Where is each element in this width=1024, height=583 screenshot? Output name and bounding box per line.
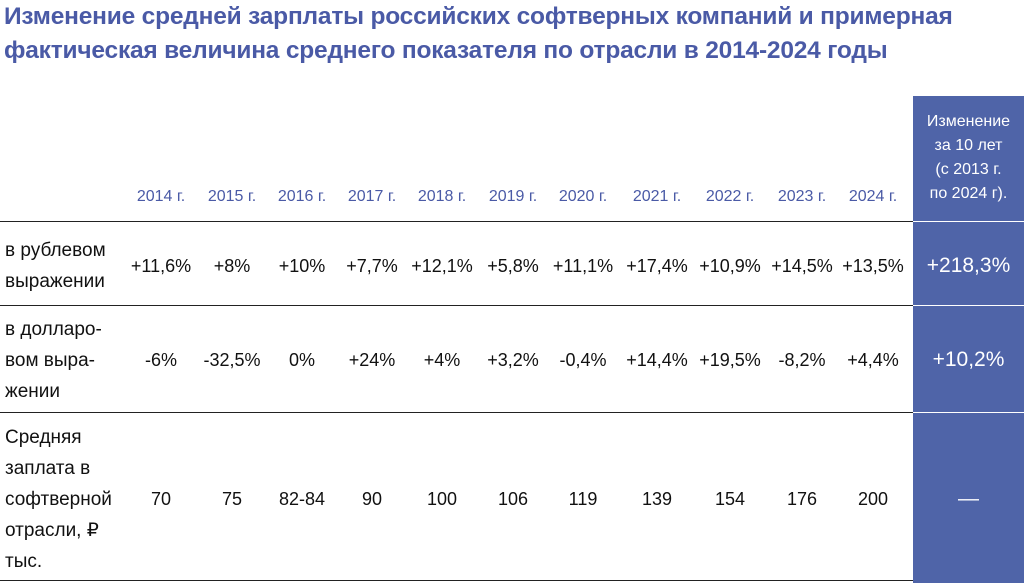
table-divider: [0, 580, 913, 581]
change-value: +218,3%: [926, 254, 1011, 277]
change-value: +10,2%: [932, 348, 1005, 371]
year-header: 2016 г.: [277, 188, 327, 205]
change-header-line: по 2024 г).: [929, 185, 1008, 202]
table-divider: [0, 221, 913, 222]
row-label-line: жении: [5, 381, 60, 402]
row-label-line: заплата в: [5, 458, 91, 479]
title-line-2: фактическая величина среднего показателя…: [4, 37, 888, 64]
table-divider: [0, 412, 913, 413]
year-header: 2019 г.: [488, 188, 538, 205]
table-cell: +12,1%: [411, 256, 473, 276]
change-column-background: [913, 96, 1024, 583]
table-cell: 82-84: [278, 489, 326, 509]
table-cell: -0,4%: [559, 350, 607, 370]
table-cell: +10,9%: [699, 256, 761, 276]
row-label-salary: Средняя заплата в софтверной отрасли, ₽ …: [5, 422, 112, 577]
row-label-line: выражении: [5, 271, 105, 292]
year-header: 2023 г.: [777, 188, 827, 205]
row-label-usd: в долларо- вом выра- жении: [5, 314, 102, 407]
table-cell: +19,5%: [699, 350, 761, 370]
table-cell: +11,1%: [552, 256, 614, 276]
year-header: 2022 г.: [705, 188, 755, 205]
table-divider: [913, 412, 1024, 413]
table-cell: +10%: [278, 256, 326, 276]
table-cell: 200: [857, 489, 889, 509]
table-cell: +4,4%: [847, 350, 899, 370]
row-label-line: отрасли, ₽: [5, 520, 99, 541]
change-column-header: Изменение за 10 лет (с 2013 г. по 2024 г…: [913, 110, 1024, 206]
table-cell: 70: [150, 489, 172, 509]
year-header: 2018 г.: [417, 188, 467, 205]
year-header: 2017 г.: [347, 188, 397, 205]
table-cell: +11,6%: [130, 256, 192, 276]
table-cell: +14,5%: [771, 256, 833, 276]
change-value: —: [958, 487, 979, 510]
table-cell: 0%: [288, 350, 315, 370]
year-header: 2015 г.: [207, 188, 257, 205]
table-cell: +5,8%: [487, 256, 539, 276]
row-label-line: Средняя: [5, 427, 82, 448]
row-label-line: тыс.: [5, 551, 43, 572]
table-cell: +8%: [213, 256, 251, 276]
table-cell: +24%: [348, 350, 396, 370]
year-header: 2020 г.: [558, 188, 608, 205]
change-header-line: (с 2013 г.: [935, 161, 1002, 178]
row-label-line: софтверной: [5, 489, 112, 510]
page-title: Изменение средней зарплаты российских со…: [4, 0, 1020, 68]
table-cell: +14,4%: [626, 350, 688, 370]
table-cell: 90: [361, 489, 383, 509]
table-cell: 176: [786, 489, 818, 509]
row-label-rub: в рублевом выражении: [5, 235, 106, 297]
table-cell: +13,5%: [842, 256, 904, 276]
table-cell: -6%: [144, 350, 177, 370]
table-cell: +7,7%: [346, 256, 398, 276]
table-cell: 106: [497, 489, 529, 509]
table-cell: 119: [568, 489, 598, 509]
row-label-line: в рублевом: [5, 240, 106, 261]
year-header: 2021 г.: [632, 188, 682, 205]
change-header-line: за 10 лет: [934, 137, 1003, 154]
table-divider: [913, 305, 1024, 306]
change-header-line: Изменение: [926, 113, 1011, 130]
year-header: 2014 г.: [136, 188, 186, 205]
table-cell: -8,2%: [778, 350, 826, 370]
year-header: 2024 г.: [848, 188, 898, 205]
table-cell: 154: [714, 489, 746, 509]
table-divider: [0, 305, 913, 306]
table-cell: 100: [426, 489, 458, 509]
table-cell: 139: [641, 489, 673, 509]
table-cell: +17,4%: [626, 256, 688, 276]
table-divider: [913, 221, 1024, 222]
table-cell: +4%: [423, 350, 461, 370]
title-line-1: Изменение средней зарплаты российских со…: [4, 3, 953, 30]
table-cell: +3,2%: [487, 350, 539, 370]
table-cell: 75: [221, 489, 243, 509]
row-label-line: в долларо-: [5, 319, 102, 340]
table-cell: -32,5%: [203, 350, 261, 370]
row-label-line: вом выра-: [5, 350, 95, 371]
